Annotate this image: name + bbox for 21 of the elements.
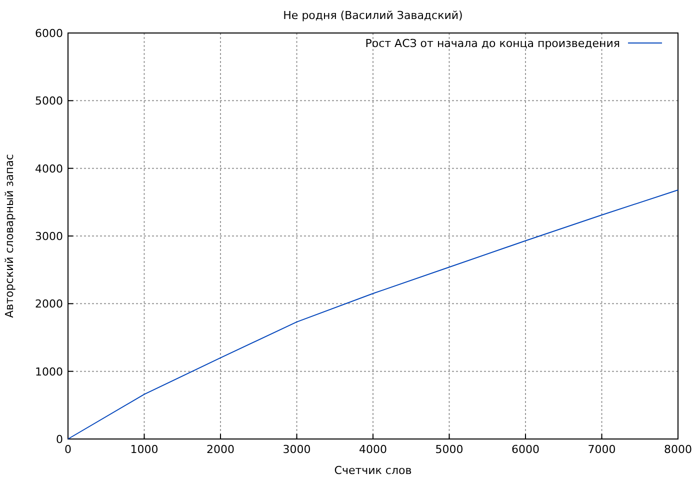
y-tick-label: 2000 [35, 298, 63, 311]
x-axis-title: Счетчик слов [334, 464, 412, 477]
x-tick-label: 2000 [206, 443, 234, 456]
y-tick-label: 6000 [35, 27, 63, 40]
y-tick-label: 4000 [35, 162, 63, 176]
x-tick-label: 5000 [435, 443, 464, 456]
x-tick-label: 4000 [359, 443, 387, 456]
x-tick-label: 3000 [282, 443, 311, 456]
x-tick-label: 7000 [588, 443, 616, 456]
x-tick-label: 6000 [512, 443, 540, 456]
y-tick-label: 5000 [35, 94, 63, 108]
line-series [68, 189, 678, 440]
legend-label: Рост АСЗ от начала до конца произведения [365, 37, 620, 50]
y-tick-label: 3000 [35, 230, 63, 243]
x-tick-label: 8000 [664, 443, 692, 456]
chart-title: Не родня (Василий Завадский) [283, 9, 463, 22]
x-tick-label: 0 [64, 443, 72, 456]
y-axis-title: Авторский словарный запас [3, 154, 16, 318]
y-tick-label: 0 [56, 433, 63, 446]
y-tick-label: 1000 [35, 365, 63, 378]
x-tick-label: 1000 [130, 443, 158, 456]
